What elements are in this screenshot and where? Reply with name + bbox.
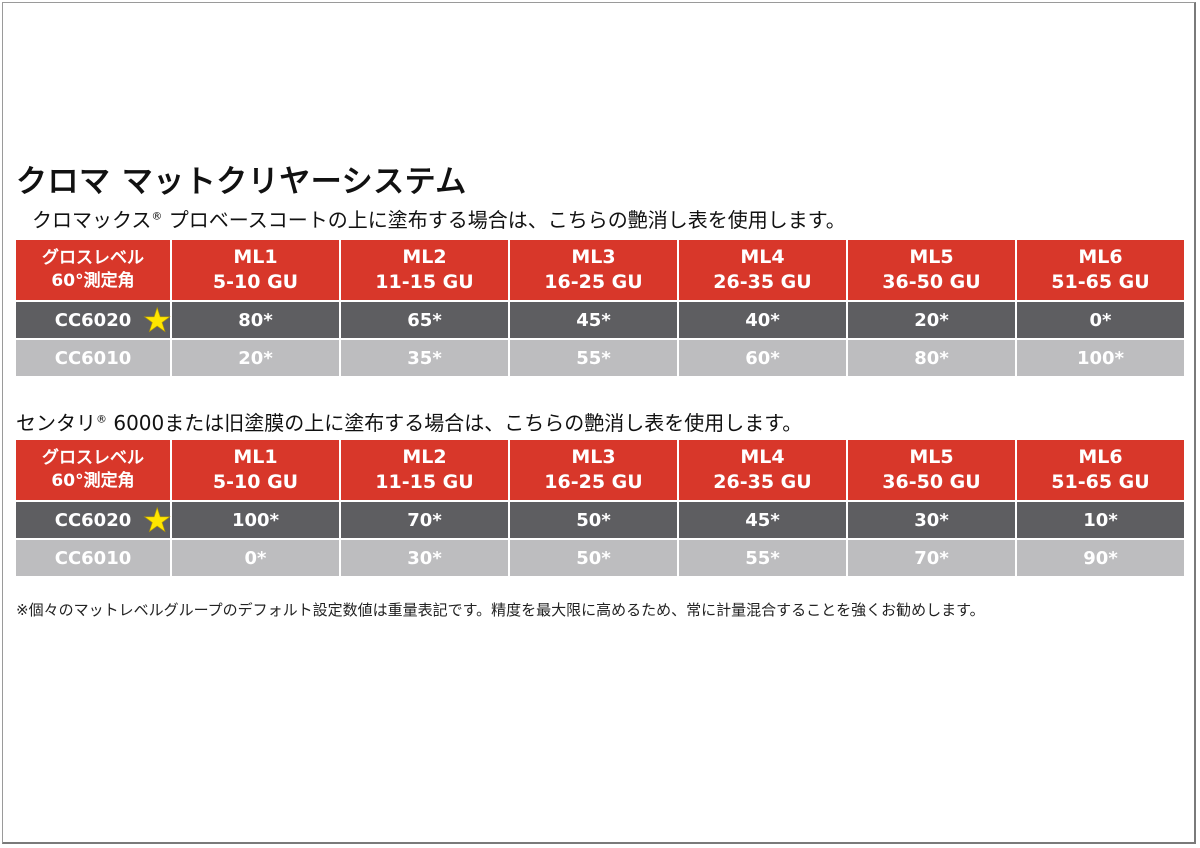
value-cell: 70* xyxy=(846,538,1017,578)
gloss-level-header: グロスレベル 60°測定角 xyxy=(14,438,172,502)
level-header-ml3: ML3 16-25 GU xyxy=(508,238,679,302)
value-cell: 65* xyxy=(339,300,510,340)
footnote: ※個々のマットレベルグループのデフォルト設定数値は重量表記です。精度を最大限に高… xyxy=(16,601,985,619)
section1-subtitle: クロマックス® プロベースコートの上に塗布する場合は、こちらの艶消し表を使用しま… xyxy=(32,204,846,233)
level-header-ml2: ML2 11-15 GU xyxy=(339,438,510,502)
table-header-row: グロスレベル 60°測定角 ML1 5-10 GU ML2 11-15 GU ML3 1… xyxy=(14,438,1186,502)
star-icon: ★ xyxy=(142,300,172,340)
level-header-ml5: ML5 36-50 GU xyxy=(846,238,1017,302)
level-header-ml1: ML1 5-10 GU xyxy=(170,238,341,302)
table-row: CC6010 0* 30* 50* 55* 70* 90* xyxy=(14,538,1186,578)
value-cell: 70* xyxy=(339,500,510,540)
value-cell: 30* xyxy=(846,500,1017,540)
table-row: CC6010 20* 35* 55* 60* 80* 100* xyxy=(14,338,1186,378)
registered-mark: ® xyxy=(96,412,107,426)
section1-prefix: クロマックス xyxy=(32,208,152,232)
value-cell: 60* xyxy=(677,338,848,378)
level-header-ml1: ML1 5-10 GU xyxy=(170,438,341,502)
level-header-ml2: ML2 11-15 GU xyxy=(339,238,510,302)
level-header-ml3: ML3 16-25 GU xyxy=(508,438,679,502)
value-cell: 80* xyxy=(170,300,341,340)
model-cell: CC6020 ★ xyxy=(14,500,172,540)
table-header-row: グロスレベル 60°測定角 ML1 5-10 GU ML2 11-15 GU ML3 1… xyxy=(14,238,1186,302)
level-header-ml4: ML4 26-35 GU xyxy=(677,238,848,302)
value-cell: 10* xyxy=(1015,500,1186,540)
level-header-ml5: ML5 36-50 GU xyxy=(846,438,1017,502)
value-cell: 80* xyxy=(846,338,1017,378)
page-title: クロマ マットクリヤーシステム xyxy=(16,164,467,200)
value-cell: 30* xyxy=(339,538,510,578)
value-cell: 45* xyxy=(508,300,679,340)
value-cell: 50* xyxy=(508,500,679,540)
level-header-ml6: ML6 51-65 GU xyxy=(1015,438,1186,502)
value-cell: 90* xyxy=(1015,538,1186,578)
value-cell: 45* xyxy=(677,500,848,540)
star-icon: ★ xyxy=(142,500,172,540)
value-cell: 0* xyxy=(1015,300,1186,340)
model-cell: CC6010 xyxy=(14,538,172,578)
matte-table-1: グロスレベル 60°測定角 ML1 5-10 GU ML2 11-15 GU ML3 1… xyxy=(14,238,1186,378)
value-cell: 55* xyxy=(677,538,848,578)
matte-table-2: グロスレベル 60°測定角 ML1 5-10 GU ML2 11-15 GU ML3 1… xyxy=(14,438,1186,578)
section1-suffix: プロベースコートの上に塗布する場合は、こちらの艶消し表を使用します。 xyxy=(162,208,846,232)
section2-subtitle: センタリ® 6000または旧塗膜の上に塗布する場合は、こちらの艶消し表を使用しま… xyxy=(16,407,802,436)
value-cell: 20* xyxy=(170,338,341,378)
registered-mark: ® xyxy=(151,209,163,223)
value-cell: 40* xyxy=(677,300,848,340)
gloss-level-header: グロスレベル 60°測定角 xyxy=(14,238,172,302)
table-row: CC6020 ★ 80* 65* 45* 40* 20* 0* xyxy=(14,300,1186,340)
value-cell: 35* xyxy=(339,338,510,378)
value-cell: 100* xyxy=(170,500,341,540)
level-header-ml4: ML4 26-35 GU xyxy=(677,438,848,502)
table-row: CC6020 ★ 100* 70* 50* 45* 30* 10* xyxy=(14,500,1186,540)
value-cell: 20* xyxy=(846,300,1017,340)
value-cell: 55* xyxy=(508,338,679,378)
value-cell: 50* xyxy=(508,538,679,578)
value-cell: 100* xyxy=(1015,338,1186,378)
section2-suffix: 6000または旧塗膜の上に塗布する場合は、こちらの艶消し表を使用します。 xyxy=(107,411,803,435)
level-header-ml6: ML6 51-65 GU xyxy=(1015,238,1186,302)
section2-prefix: センタリ xyxy=(16,411,96,435)
model-cell: CC6010 xyxy=(14,338,172,378)
value-cell: 0* xyxy=(170,538,341,578)
model-cell: CC6020 ★ xyxy=(14,300,172,340)
